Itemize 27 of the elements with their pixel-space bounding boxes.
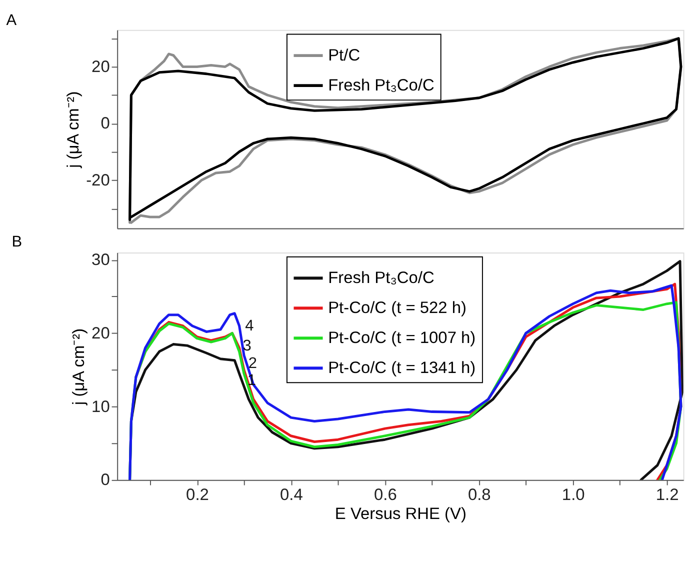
- x-tick-label: 0.2: [186, 486, 209, 504]
- x-tick-label: 0.6: [374, 486, 397, 504]
- y-tick-label: 0: [100, 114, 110, 133]
- legend-label: Pt-Co/C (t = 1341 h): [328, 358, 476, 377]
- y-tick-label: 10: [92, 398, 110, 416]
- legend-label: Pt/C: [328, 46, 360, 64]
- legend-label: Pt-Co/C (t = 1007 h): [328, 328, 476, 347]
- x-tick-label: 1.0: [562, 486, 585, 504]
- y-tick-label: 30: [92, 251, 110, 270]
- y-tick-label: 20: [92, 58, 110, 76]
- x-tick-label: 0.8: [468, 486, 491, 504]
- y-tick-label: 0: [100, 471, 110, 490]
- annotation: 3: [242, 338, 252, 354]
- x-tick-label: 0.4: [280, 486, 303, 504]
- annotation: 2: [248, 355, 257, 372]
- y-axis-title: j (μA cm⁻²): [70, 328, 88, 406]
- legend-label: Fresh Pt₃Co/C: [328, 76, 434, 94]
- annotation: 4: [245, 318, 254, 335]
- legend-label: Fresh Pt₃Co/C: [328, 268, 434, 287]
- y-tick-label: 20: [92, 324, 110, 343]
- chart-title: B: [12, 233, 22, 250]
- legend-label: Pt-Co/C (t = 522 h): [328, 298, 466, 317]
- x-axis-title: E Versus RHE (V): [334, 505, 466, 524]
- y-tick-label: -20: [86, 171, 110, 190]
- x-tick-label: 1.2: [656, 486, 679, 504]
- y-axis-title: j (μA cm⁻²): [64, 91, 82, 169]
- chart-title: A: [6, 12, 18, 29]
